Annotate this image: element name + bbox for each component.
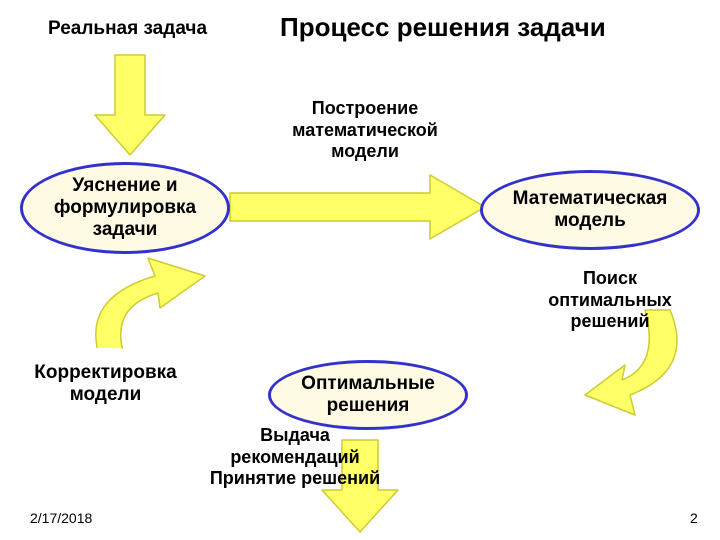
node-clarify: Уяснение иформулировказадачи [20, 162, 230, 254]
node-opt-sol: Оптимальныерешения [268, 360, 468, 430]
node-corr-model: Корректировкамодели [8, 348, 203, 420]
footer-date: 2/17/2018 [30, 510, 92, 526]
label-search-opt: Поископтимальныхрешений [520, 268, 700, 333]
label-build-model: Построениематематическоймодели [265, 98, 465, 163]
node-math-model: Математическаямодель [480, 170, 700, 250]
node-math-model-label: Математическаямодель [513, 188, 668, 232]
node-corr-model-label: Корректировкамодели [34, 362, 176, 406]
label-recommend: ВыдачарекомендацийПринятие решений [180, 425, 410, 490]
arrow-right-top [230, 175, 490, 245]
footer-page: 2 [690, 510, 698, 526]
node-opt-sol-label: Оптимальныерешения [301, 373, 435, 417]
node-clarify-label: Уяснение иформулировказадачи [54, 175, 196, 241]
title-main: Процесс решения задачи [280, 12, 606, 43]
arrow-down-start [95, 55, 165, 160]
subtitle-left: Реальная задача [48, 18, 207, 40]
